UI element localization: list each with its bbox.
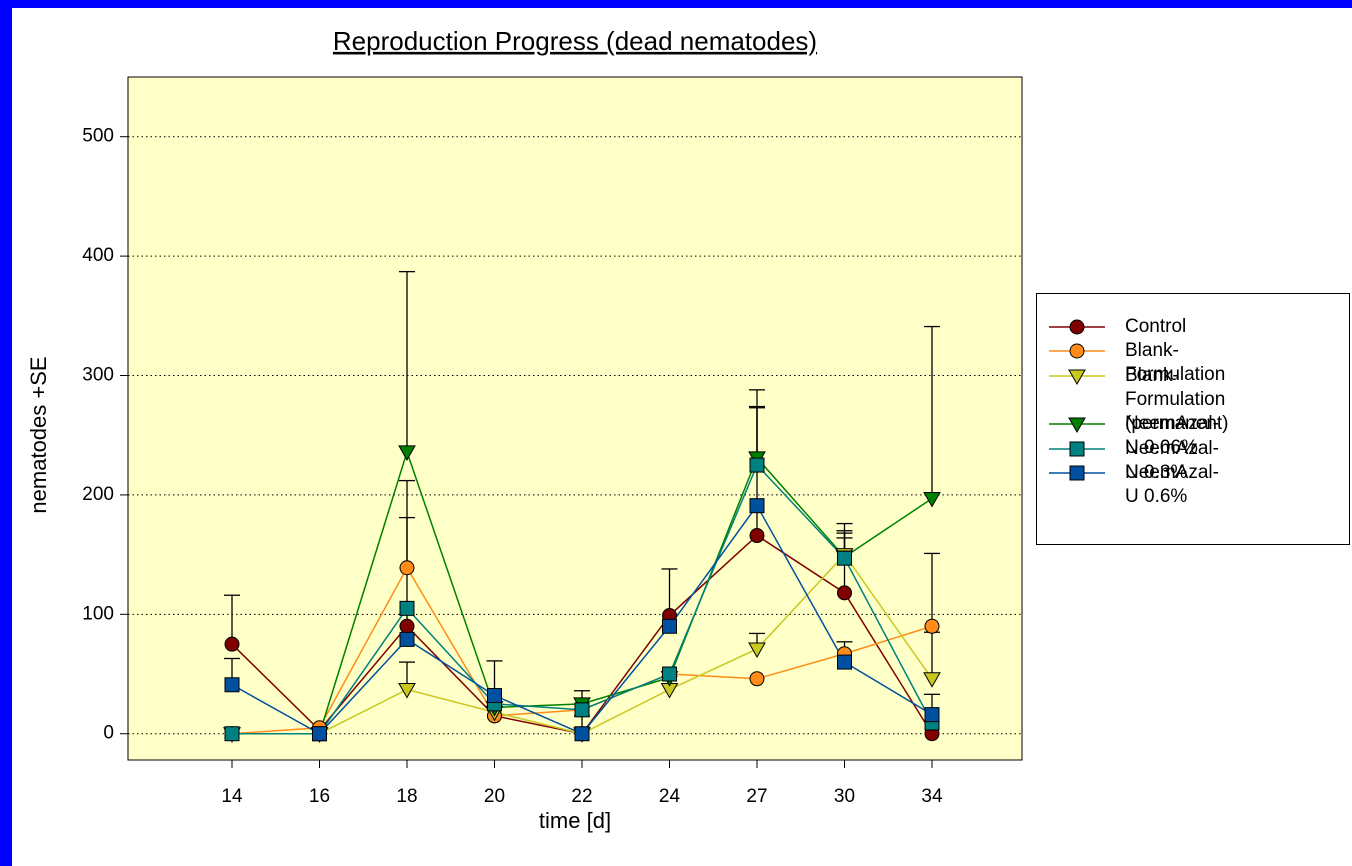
x-tick-label: 34 [921,786,943,807]
data-point [312,726,327,742]
data-point [399,600,415,616]
y-tick-label: 400 [82,245,114,266]
y-tick-label: 100 [82,603,114,624]
data-point [837,654,852,670]
x-axis-label: time [d] [539,808,611,833]
legend-marker [1069,343,1085,359]
data-point [662,618,677,634]
data-point [224,726,240,742]
data-point [749,528,765,544]
y-tick-label: 0 [103,723,114,744]
data-point [399,618,415,634]
x-tick-label: 24 [659,786,681,807]
legend-label: NeemAzal-U 0.06% [1125,413,1219,459]
data-point [923,672,941,688]
plot-border [127,76,1023,761]
plot-area [128,77,1022,760]
data-point [749,671,765,687]
legend-label: Blank-Formulation (permanent) [1125,364,1229,434]
legend-symbol [1049,343,1105,359]
x-tick-label: 20 [484,786,505,807]
data-point [487,688,502,704]
y-axis-label: nematodes +SE [26,356,51,513]
legend-symbol [1049,465,1105,481]
x-tick-label: 18 [396,786,417,807]
x-tick-label: 16 [309,786,330,807]
legend-label: NeemAzal-U 0.6% [1125,461,1219,507]
data-point [224,677,240,693]
legend-marker [1069,319,1085,335]
legend-symbol [1049,441,1105,456]
error-bar [661,568,678,616]
legend-label: Control [1125,316,1187,337]
data-point [398,683,416,699]
x-tick-label: 30 [834,786,855,807]
data-point [837,585,852,601]
error-bar [924,325,940,499]
data-point [224,636,240,652]
legend-symbol [1049,319,1105,335]
legend-label: Blank-Formulation [1125,340,1226,386]
y-tick-label: 200 [82,484,114,505]
legend-marker [1069,465,1085,481]
data-point [574,702,590,718]
data-point [574,726,590,742]
y-tick-label: 500 [82,126,114,147]
x-tick-label: 27 [746,786,767,807]
data-point [399,560,415,576]
legend-symbol [1049,417,1105,434]
y-tick-label: 300 [82,365,114,386]
x-tick-label: 22 [571,786,592,807]
data-point [837,550,852,566]
chart-title: Reproduction Progress (dead nematodes) [333,26,817,56]
data-point [749,498,765,514]
legend-marker [1068,369,1086,385]
error-bar [224,594,240,645]
data-point [923,492,941,508]
legend-marker [1068,417,1086,434]
legend-label: NeemAzal-U 0.3% [1125,437,1219,483]
data-point [924,707,940,723]
data-point [749,457,765,473]
data-point [399,631,415,647]
error-bar [399,479,415,568]
data-point [662,666,677,682]
legend: Control Blank-Formulation Blank-Formulatio… [1036,293,1350,545]
legend-marker [1069,441,1085,456]
legend-symbol [1049,369,1105,385]
data-point [924,618,940,634]
error-bar [399,270,415,452]
x-tick-label: 14 [221,786,243,807]
error-bar [924,552,940,627]
data-point [398,445,416,461]
data-point [748,642,766,658]
